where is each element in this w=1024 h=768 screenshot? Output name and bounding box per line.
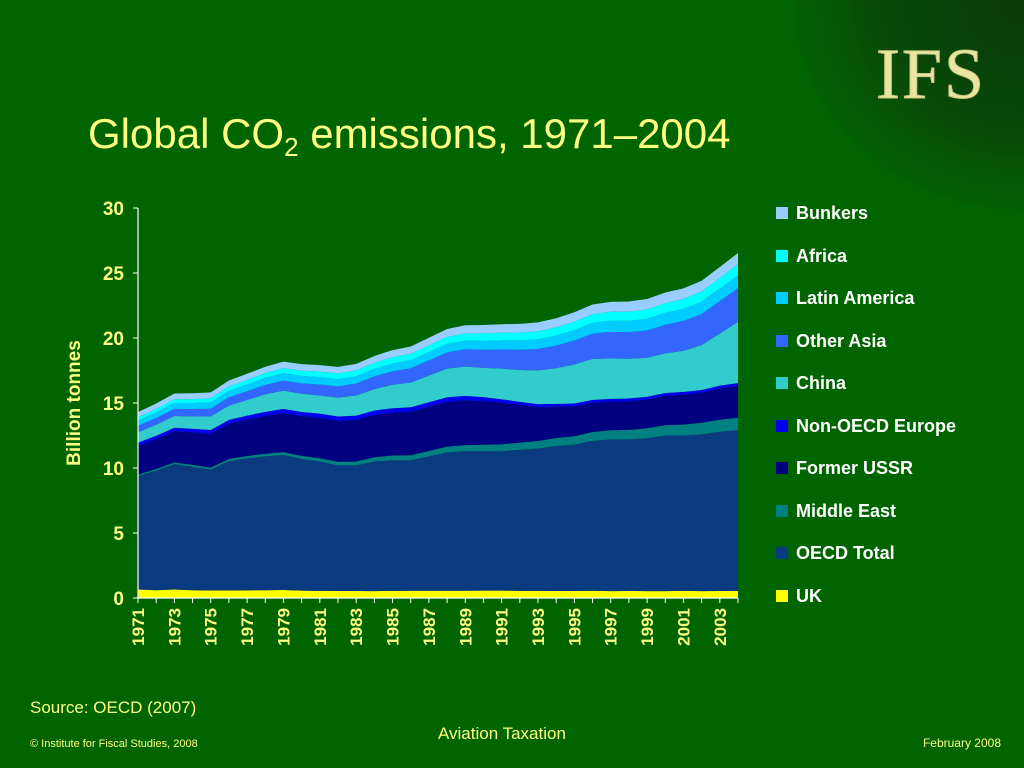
legend-swatch	[776, 504, 788, 517]
x-tick-label: 2001	[674, 608, 693, 646]
legend-label: Africa	[796, 245, 848, 266]
y-tick-label: 15	[103, 394, 125, 415]
title-subscript: 2	[284, 132, 299, 162]
legend-swatch	[776, 334, 788, 347]
x-tick-label: 1999	[638, 608, 657, 646]
legend-swatch	[776, 462, 788, 474]
legend-swatch	[776, 419, 788, 432]
legend-label: Bunkers	[796, 203, 869, 223]
legend-swatch	[776, 377, 788, 389]
x-tick-label: 2003	[711, 608, 730, 646]
y-tick-label: 30	[103, 199, 124, 220]
legend-label: Middle East	[796, 500, 897, 521]
area-series-bunkers	[138, 252, 738, 418]
x-tick-label: 1987	[420, 608, 439, 646]
y-tick-label: 0	[113, 589, 124, 610]
x-tick-label: 1979	[274, 608, 293, 646]
x-tick-label: 1975	[202, 608, 221, 646]
legend-label: UK	[796, 585, 822, 606]
legend-swatch	[776, 547, 788, 559]
x-tick-label: 1971	[129, 608, 148, 646]
area-series-africa	[138, 264, 738, 421]
ifs-logo: IFS	[875, 34, 986, 114]
footer-copyright: © Institute for Fiscal Studies, 2008	[30, 738, 198, 750]
legend-swatch	[776, 207, 788, 219]
source-note: Source: OECD (2007)	[30, 698, 197, 717]
legend-label: Former USSR	[796, 458, 914, 478]
y-tick-label: 25	[103, 264, 125, 285]
slide-title: Global CO2 emissions, 1971–2004	[88, 110, 731, 160]
legend-label: OECD Total	[796, 543, 895, 563]
area-series-latin-america	[138, 275, 738, 426]
footer-date: February 2008	[922, 736, 1001, 750]
x-tick-label: 1997	[602, 608, 621, 646]
x-tick-label: 1983	[347, 608, 366, 646]
legend-label: Latin America	[796, 288, 915, 308]
area-series-china	[138, 321, 738, 443]
legend-label: China	[796, 373, 847, 393]
y-tick-label: 5	[113, 524, 124, 545]
area-series-uk	[138, 589, 738, 598]
x-tick-label: 1993	[529, 608, 548, 646]
title-main: Global CO	[88, 110, 285, 157]
footer-title: Aviation Taxation	[438, 724, 566, 743]
x-tick-label: 1985	[384, 608, 403, 646]
legend-label: Other Asia	[796, 330, 887, 351]
legend-label: Non-OECD Europe	[796, 415, 956, 436]
x-tick-label: 1989	[456, 608, 475, 646]
y-axis-title: Billion tonnes	[64, 340, 85, 466]
area-series-other-asia	[138, 288, 738, 433]
x-tick-label: 1973	[165, 608, 184, 646]
title-rest: emissions, 1971–2004	[298, 110, 731, 157]
x-tick-label: 1995	[565, 608, 584, 646]
x-tick-label: 1991	[493, 608, 512, 646]
legend-swatch	[776, 249, 788, 262]
y-tick-label: 20	[103, 329, 124, 350]
legend-swatch	[776, 589, 788, 602]
area-series-oecd-total	[138, 430, 738, 592]
area-series-former-ussr	[138, 385, 738, 475]
x-tick-label: 1977	[238, 608, 257, 646]
y-tick-label: 10	[103, 459, 124, 480]
area-series-non-oecd-europe	[138, 382, 738, 446]
legend-swatch	[776, 292, 788, 304]
x-tick-label: 1981	[311, 608, 330, 646]
